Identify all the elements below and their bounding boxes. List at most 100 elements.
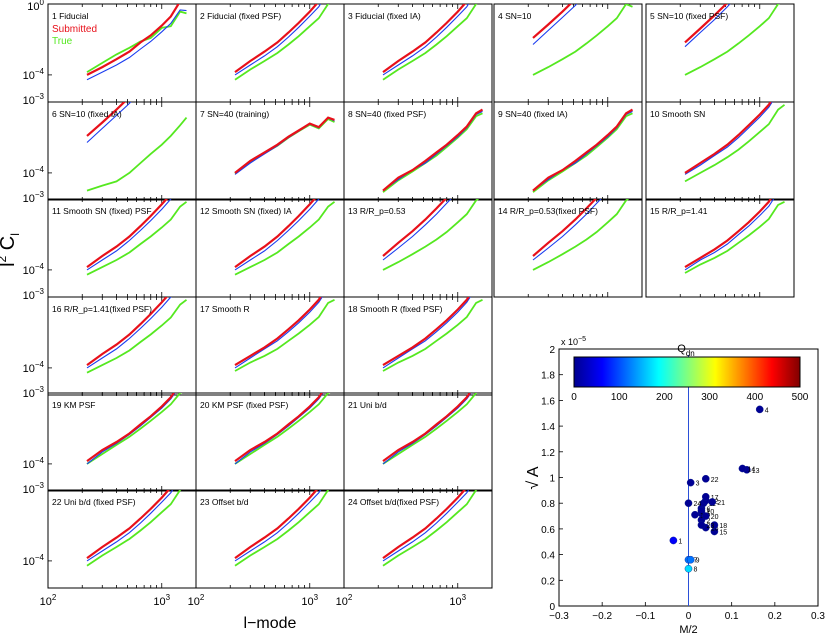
y-tick-label: 10−3	[23, 287, 45, 302]
panel-frame	[343, 101, 493, 201]
panel-6: 6 SN=10 (fixed IA)	[47, 101, 197, 201]
scatter-point-label: 6	[706, 506, 710, 513]
panel-20: 20 KM PSF (fixed PSF)	[195, 392, 345, 492]
panel-23: 23 Offset b/d	[195, 489, 345, 589]
panel-5: 5 SN=10 (fixed PSF)	[645, 3, 795, 103]
series-true-line	[382, 199, 480, 271]
panel-title: 15 R/R_p=1.41	[650, 206, 708, 216]
series-submitted-line	[86, 102, 126, 137]
series-true-line	[234, 4, 330, 81]
panel-title: 22 Uni b/d (fixed PSF)	[52, 497, 136, 507]
scatter-y-tick-label: 0.4	[541, 551, 555, 562]
panel-16: 16 R/R_p=1.41(fixed PSF)	[47, 296, 197, 396]
scatter-y-tick-label: 1.2	[541, 448, 555, 459]
series-blue-line	[86, 199, 172, 271]
scatter-y-tick-label: 1.8	[541, 371, 555, 382]
colorbar-tick-label: 400	[746, 392, 763, 403]
colorbar-tick-label: 200	[656, 392, 673, 403]
panel-title: 6 SN=10 (fixed IA)	[52, 109, 122, 119]
scatter-point-label: 3	[696, 481, 700, 488]
series-submitted-line	[532, 199, 597, 257]
series-true-line	[684, 200, 785, 274]
y-axis-label: l2 Cl	[0, 233, 22, 267]
series-submitted-line	[382, 108, 484, 192]
panel-title: 17 Smooth R	[200, 304, 250, 314]
scatter-x-tick-label: −0.1	[635, 611, 655, 622]
scatter-point-10	[697, 507, 706, 515]
scatter-y-tick-label: 2	[549, 345, 555, 356]
scatter-plot: −0.3 −0.2 −0.1 0 0.1 0.2 0.3 0 0.2 0.4 0.6 0.8 1 1.2 1…	[525, 336, 825, 636]
panel-2: 2 Fiducial (fixed PSF)	[195, 3, 345, 103]
scatter-point-23	[697, 521, 706, 529]
series-true-line	[382, 112, 483, 193]
series-true-line	[234, 298, 335, 372]
scatter-point-4	[755, 405, 764, 414]
scatter-y-tick-label: 0	[549, 602, 555, 613]
series-blue-line	[86, 9, 187, 81]
y-tick-label: 10−3	[23, 385, 45, 400]
panel-13: 13 R/R_p=0.53	[343, 198, 493, 298]
panel-title: 3 Fiducial (fixed IA)	[348, 11, 421, 21]
panel-title: 2 Fiducial (fixed PSF)	[200, 11, 281, 21]
panel-17: 17 Smooth R	[195, 296, 345, 396]
scatter-point-21	[708, 498, 717, 506]
scatter-point-label: 22	[711, 477, 719, 484]
series-true-line	[86, 201, 188, 276]
series-submitted-line	[382, 393, 472, 462]
series-blue-line	[684, 199, 775, 271]
series-submitted-line	[532, 4, 572, 39]
y-tick-label: 100	[27, 0, 44, 13]
x-axis-label: l−mode	[244, 615, 297, 632]
scatter-point-22	[701, 474, 710, 483]
series-true-line	[234, 393, 331, 465]
panel-9: 9 SN=40 (fixed IA)	[493, 101, 643, 201]
scatter-point-label: 24	[694, 501, 702, 508]
series-true-line	[532, 4, 633, 76]
series-submitted-line	[234, 116, 335, 174]
scatter-point-3	[686, 478, 695, 487]
scatter-x-tick-label: 0.3	[811, 611, 825, 622]
scatter-point-label: 8	[694, 567, 698, 574]
x-tick-label: 102	[188, 593, 205, 608]
panel-7: 7 SN=40 (training)	[195, 101, 345, 201]
scatter-x-tick-label: −0.2	[592, 611, 612, 622]
series-blue-line	[234, 199, 320, 271]
scatter-x-label: M/2	[679, 624, 697, 636]
series-submitted-line	[684, 199, 772, 269]
scatter-point-19	[691, 510, 699, 519]
panel-title: 19 KM PSF	[52, 400, 95, 410]
series-true-line	[86, 117, 188, 192]
scatter-point-label: 9	[696, 558, 700, 565]
series-true-line	[684, 4, 780, 76]
panel-15: 15 R/R_p=1.41	[645, 198, 795, 298]
panel-frame	[645, 198, 795, 298]
series-submitted-line	[86, 199, 168, 268]
series-blue-line	[532, 4, 578, 45]
panel-title: 10 Smooth SN	[650, 109, 705, 119]
scatter-point-24	[684, 499, 693, 508]
panel-title: 21 Uni b/d	[348, 400, 387, 410]
panel-frame	[343, 392, 493, 492]
series-submitted-line	[532, 108, 634, 192]
panel-title: 4 SN=10	[498, 11, 532, 21]
y-tick-label: 10−3	[23, 190, 45, 205]
scatter-point-label: 14	[747, 467, 755, 474]
panel-24: 24 Offset b/d(fixed PSF)	[343, 489, 493, 589]
series-submitted-line	[382, 490, 466, 559]
series-submitted-line	[382, 297, 470, 367]
scatter-point-label: 1	[678, 538, 682, 545]
panel-frame	[493, 198, 643, 298]
series-blue-line	[684, 102, 773, 175]
scatter-point-17	[701, 492, 710, 501]
panel-title: 24 Offset b/d(fixed PSF)	[348, 497, 439, 507]
series-submitted-line	[234, 4, 318, 73]
colorbar-tick-label: 500	[792, 392, 809, 403]
panel-title: 1 Fiducial	[52, 11, 88, 21]
scatter-y-tick-label: 0.2	[541, 576, 555, 587]
scatter-y-label: √ A	[525, 466, 542, 489]
series-submitted-line	[86, 297, 168, 366]
colorbar-label: Qdn	[677, 343, 694, 358]
scatter-point-label: 21	[717, 500, 725, 507]
